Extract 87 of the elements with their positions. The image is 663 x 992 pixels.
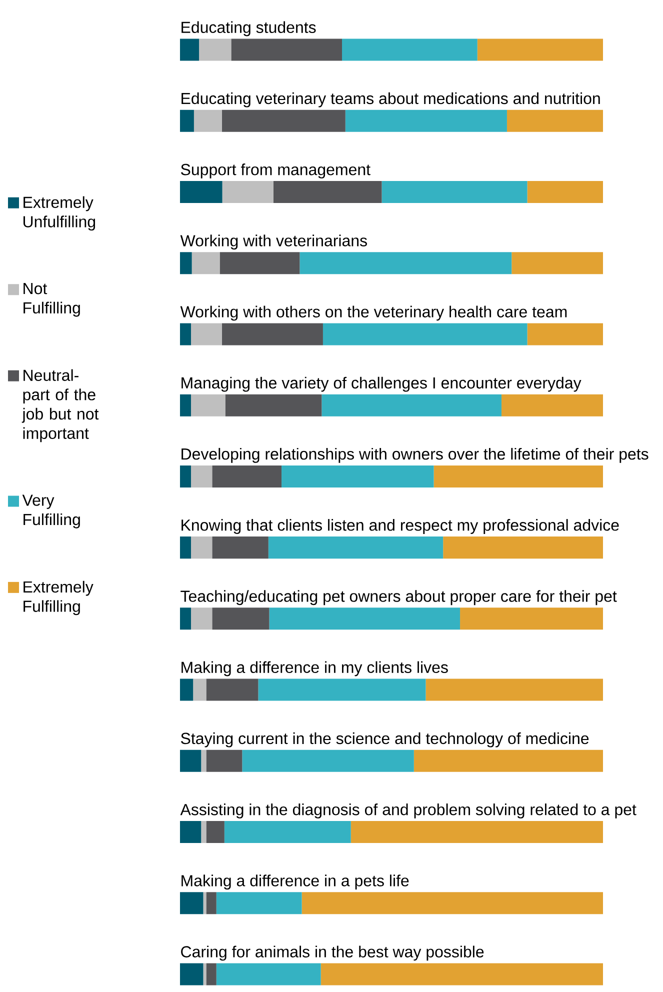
bar (527, 181, 603, 204)
bar (180, 536, 191, 559)
bar (302, 892, 603, 914)
bar (190, 394, 226, 416)
bar (180, 750, 202, 772)
bar (192, 252, 220, 274)
legend-label: Not Fulfilling (24, 283, 80, 317)
bar (342, 38, 478, 61)
bar (201, 750, 206, 772)
bar (273, 181, 382, 204)
bar (216, 892, 302, 914)
y-tick-label: Working with others on the veterinary health care team (180, 306, 567, 321)
bar (180, 892, 204, 914)
bar (194, 110, 222, 132)
bar (222, 323, 323, 346)
bar (322, 323, 528, 346)
bar (222, 110, 346, 132)
bar (258, 678, 426, 701)
bar (212, 608, 270, 630)
bar (212, 465, 282, 488)
bar (180, 678, 194, 701)
legend-label: Extremely Unfulfilling (24, 196, 96, 231)
bar (180, 323, 191, 346)
y-tick-label: Caring for animals in the best way possible (181, 946, 484, 961)
y-tick-label: Managing the variety of challenges I encounter everyday (182, 376, 582, 392)
bar (212, 536, 268, 559)
y-tick-label: Educating veterinary teams about medications and nutrition (182, 92, 600, 108)
bar (414, 750, 603, 772)
bar (180, 38, 200, 61)
legend-label: Extremely Fulfilling (24, 580, 94, 616)
bar (269, 608, 460, 630)
bar (193, 678, 206, 701)
y-tick-label: Educating students (182, 21, 316, 36)
bar (180, 465, 191, 488)
bar (322, 394, 502, 416)
bar (206, 678, 258, 701)
y-tick-label: Support from management (180, 164, 370, 178)
bar (206, 821, 224, 844)
bar (268, 536, 444, 559)
y-tick-label: Knowing that clients listen and respect my professional advice (182, 519, 619, 534)
bar (190, 536, 212, 559)
bar (231, 38, 342, 61)
bar (350, 821, 603, 844)
bar (201, 821, 206, 844)
bar (225, 394, 322, 416)
bar (345, 110, 507, 132)
bar (190, 608, 212, 630)
bar (242, 750, 414, 772)
legend-label: Neutral- part of the job but not important (22, 369, 99, 442)
y-tick-label: Making a difference in a pets life (182, 874, 409, 890)
bar (180, 110, 194, 132)
bar (382, 181, 528, 204)
y-tick-label: Developing relationships with owners over the lifetime of their pets (182, 448, 648, 463)
bar (206, 892, 216, 914)
bar (180, 252, 192, 274)
bar (220, 252, 300, 274)
bar (506, 110, 603, 132)
bar (180, 821, 202, 844)
bar (426, 678, 603, 701)
y-tick-label: Staying current in the science and technology of medicine (180, 732, 589, 748)
y-tick-label: Teaching/educating pet owners about proper care for their pet (180, 590, 617, 606)
bar (282, 465, 434, 488)
bar (180, 394, 191, 416)
y-tick-label: Assisting in the diagnosis of and problem solving related to a pet (180, 804, 636, 818)
bar (222, 181, 274, 204)
bar (224, 821, 351, 844)
bar (206, 963, 216, 986)
bar (443, 536, 603, 559)
bar (199, 38, 232, 61)
bar (180, 608, 191, 630)
y-tick-label: Making a difference in my clients lives (182, 661, 448, 676)
bar (300, 252, 512, 274)
legend-label: Very Fulfilling (22, 494, 80, 528)
bar (460, 608, 603, 630)
bar (206, 750, 242, 772)
bar (477, 38, 603, 61)
bar (180, 963, 204, 986)
bar (320, 963, 603, 986)
bar (190, 465, 212, 488)
bar (180, 181, 222, 204)
bar (501, 394, 603, 416)
bar (512, 252, 603, 274)
y-tick-label: Working with veterinarians (180, 234, 367, 250)
bar (527, 323, 603, 346)
bar (190, 323, 222, 346)
bar (216, 963, 321, 986)
bar (434, 465, 603, 488)
